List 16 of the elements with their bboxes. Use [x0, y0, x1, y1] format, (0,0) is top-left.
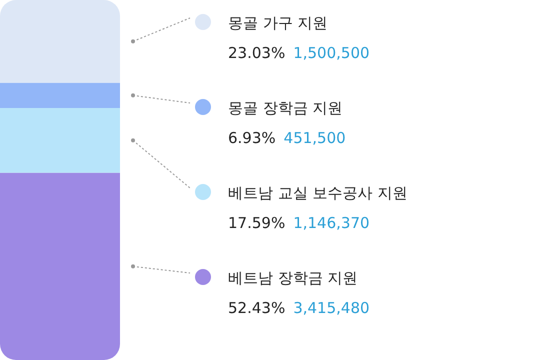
text: 3,415,480 — [293, 299, 370, 317]
text: 23.03% — [228, 44, 286, 62]
text: 6.93% — [228, 129, 276, 147]
text: 52.43% — [228, 299, 286, 317]
bar — [0, 82, 120, 108]
bar — [0, 0, 120, 83]
text: 451,500 — [284, 129, 346, 147]
bar — [0, 108, 120, 173]
legend-label: 베트남 장학금 지원 — [228, 269, 358, 287]
legend-label: 몽골 장학금 지원 — [228, 99, 343, 117]
text: 1,500,500 — [293, 44, 370, 62]
text: 17.59% — [228, 214, 286, 232]
bar — [0, 172, 120, 360]
text: 1,146,370 — [293, 214, 370, 232]
legend-label: 베트남 교실 보수공사 지원 — [228, 184, 408, 202]
legend-label: 몽골 가구 지원 — [228, 14, 328, 32]
